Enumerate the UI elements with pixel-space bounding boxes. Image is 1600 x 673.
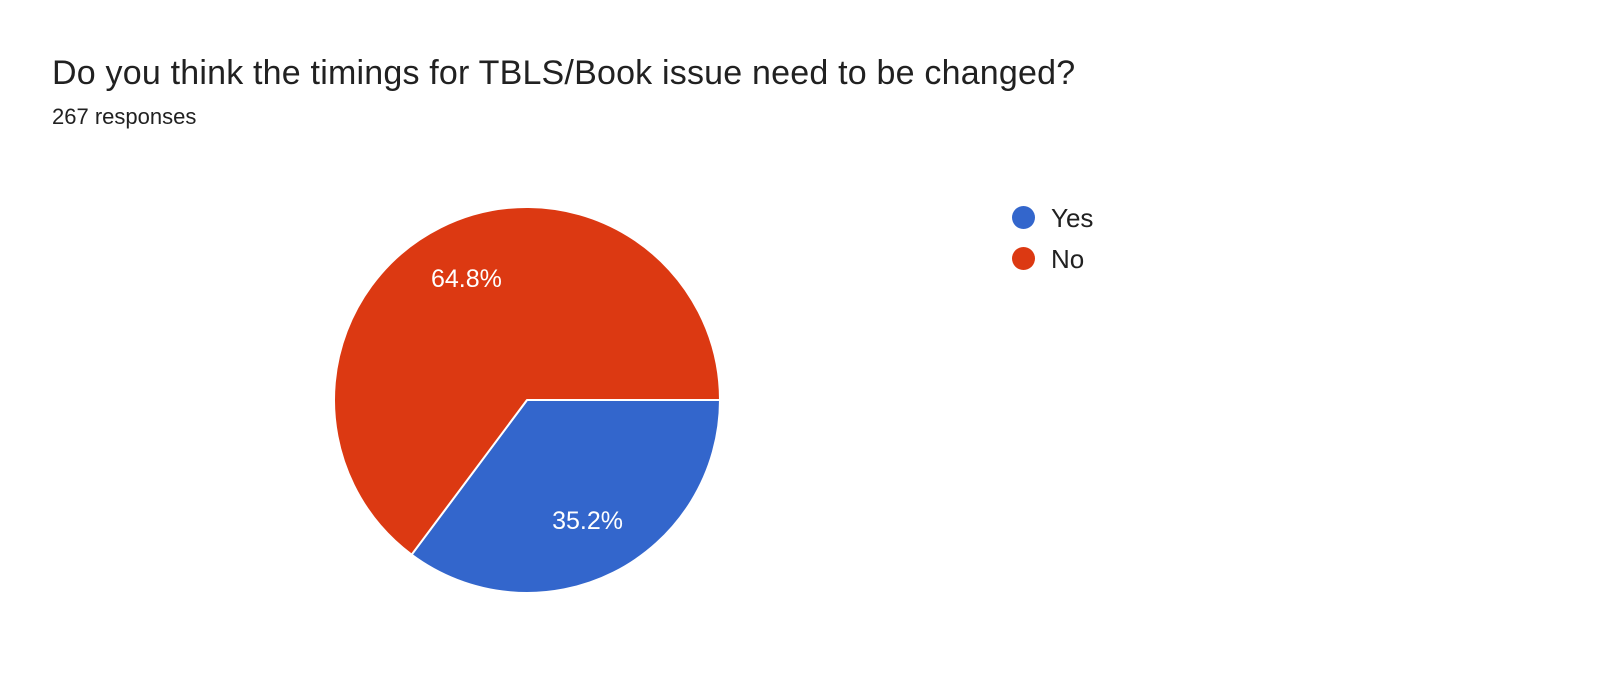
legend-label-yes: Yes xyxy=(1051,202,1094,233)
legend-item-yes: Yes xyxy=(1012,197,1093,238)
pie-slice-no[interactable] xyxy=(333,206,721,556)
legend-item-no: No xyxy=(1012,238,1093,279)
response-count: 267 responses xyxy=(52,104,197,129)
legend-label-no: No xyxy=(1051,243,1085,274)
pie-chart: 35.2% 64.8% xyxy=(333,206,721,594)
legend-swatch-no-icon xyxy=(1012,247,1035,270)
legend-swatch-yes-icon xyxy=(1012,206,1035,229)
pie-slice-yes[interactable] xyxy=(410,399,721,594)
chart-legend: Yes No xyxy=(1012,197,1093,279)
question-title: Do you think the timings for TBLS/Book i… xyxy=(52,54,1076,92)
slice-label-no: 64.8% xyxy=(431,265,502,293)
slice-label-yes: 35.2% xyxy=(552,507,623,535)
